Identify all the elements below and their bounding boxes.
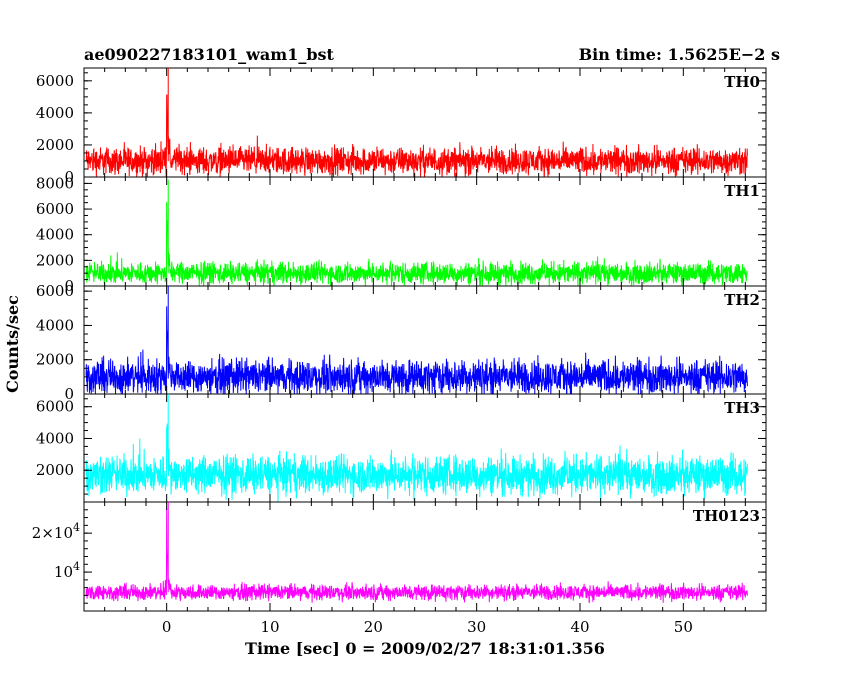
x-tick-label: 0 [162, 618, 172, 636]
panel-name-th0123: TH0123 [693, 507, 760, 525]
y-tick-label: 2000 [36, 461, 74, 479]
x-tick-label: 50 [674, 618, 693, 636]
series-line-th0123 [85, 502, 748, 604]
panel-th0123: TH0123 104 2×104 [32, 501, 767, 612]
y-tick-label: 6000 [36, 398, 74, 416]
y-tick-exponent: 4 [73, 521, 80, 534]
y-tick-label: 6000 [36, 200, 74, 218]
y-tick-label: 4000 [36, 429, 74, 447]
series-line-th2 [85, 286, 748, 395]
series-line-th0 [85, 68, 748, 178]
y-tick-label: 2000 [36, 351, 74, 369]
panel-th2: TH2 0 2000 4000 6000 [36, 282, 767, 403]
panel-th1: TH1 0 2000 4000 6000 8000 [36, 174, 767, 295]
panel-name-th0: TH0 [724, 73, 760, 91]
chart-title: ae090227183101_wam1_bst [84, 45, 335, 64]
y-tick-label: 4000 [36, 316, 74, 334]
x-axis-label: Time [sec] 0 = 2009/02/27 18:31:01.356 [245, 639, 605, 658]
bin-time-label: Bin time: 1.5625E−2 s [579, 45, 780, 64]
series-line-th1 [85, 179, 748, 287]
y-tick-label: 6000 [36, 282, 74, 300]
y-tick-label: 4000 [36, 104, 74, 122]
panel-name-th3: TH3 [724, 399, 760, 417]
x-axis: 0 10 20 30 40 50 [162, 618, 693, 636]
y-tick-label: 0 [64, 168, 74, 186]
panel-name-th2: TH2 [724, 291, 760, 309]
y-tick-label: 0 [64, 277, 74, 295]
y-tick-label: 2000 [36, 136, 74, 154]
y-tick-label: 2×104 [32, 521, 80, 542]
y-tick-label: 6000 [36, 72, 74, 90]
x-tick-label: 40 [570, 618, 589, 636]
x-tick-label: 10 [260, 618, 279, 636]
x-tick-label: 20 [364, 618, 383, 636]
panel-th3: TH3 2000 4000 6000 [36, 393, 767, 503]
y-tick-label: 0 [64, 385, 74, 403]
y-axis-label: Counts/sec [3, 295, 22, 393]
panels-group: TH0 0 2000 4000 6000 TH1 0 2000 4000 6000 8000 TH2 0… [32, 67, 767, 612]
y-tick-label: 4000 [36, 226, 74, 244]
y-tick-label: 2000 [36, 251, 74, 269]
y-tick-label: 104 [54, 560, 80, 581]
y-tick-exponent: 4 [73, 560, 80, 573]
series-line-th3 [85, 394, 748, 503]
panel-th0: TH0 0 2000 4000 6000 [36, 67, 767, 186]
panel-name-th1: TH1 [724, 182, 760, 200]
y-tick-label: 8000 [36, 174, 74, 192]
x-tick-label: 30 [467, 618, 486, 636]
